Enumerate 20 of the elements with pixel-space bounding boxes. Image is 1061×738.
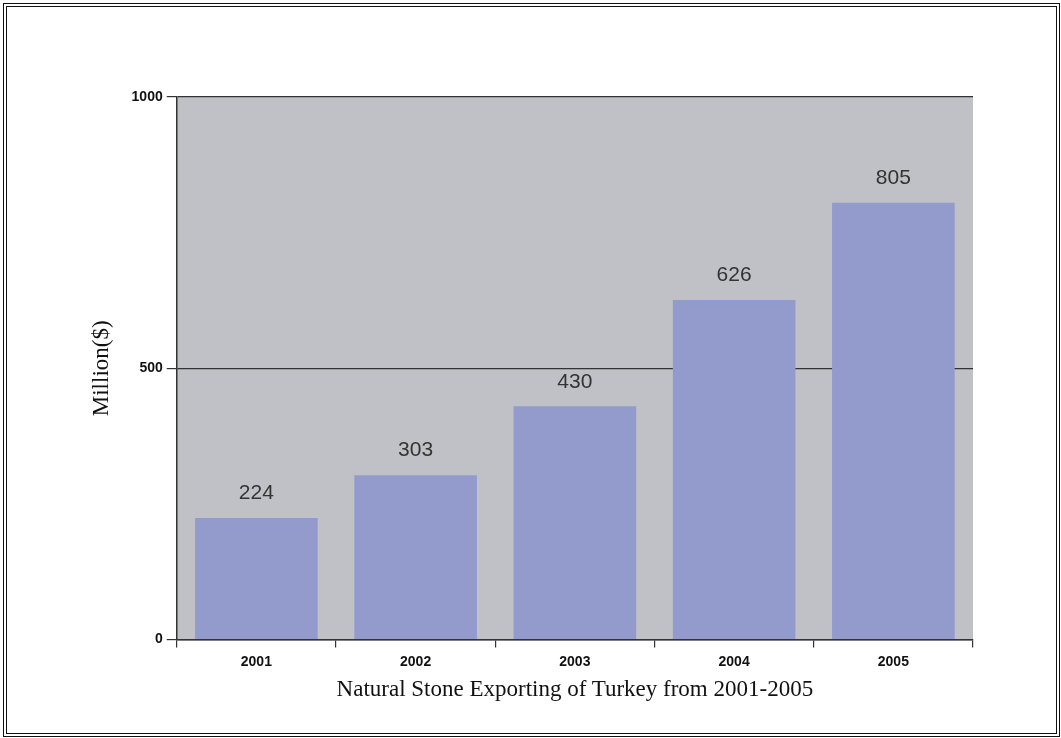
data-label: 303 — [398, 437, 434, 461]
x-tick-label: 2002 — [400, 652, 432, 669]
bar — [513, 406, 637, 639]
x-tick-label: 2001 — [240, 652, 273, 669]
data-label: 805 — [875, 165, 911, 189]
bar — [195, 518, 318, 639]
x-tick-label: 2005 — [877, 652, 910, 669]
y-tick-label: 500 — [139, 359, 163, 376]
bar — [354, 475, 477, 639]
y-tick-label: 1000 — [131, 87, 163, 104]
y-axis-title: Million($) — [87, 320, 113, 417]
bar — [832, 202, 955, 639]
x-axis-title: Natural Stone Exporting of Turkey from 2001-2005 — [336, 676, 814, 702]
data-label: 430 — [557, 368, 593, 392]
x-tick-label: 2004 — [718, 652, 750, 669]
data-label: 626 — [716, 262, 752, 286]
x-tick-label: 2003 — [559, 652, 591, 669]
data-label: 224 — [238, 480, 275, 504]
bar — [672, 299, 796, 639]
y-tick-label: 0 — [154, 630, 163, 647]
